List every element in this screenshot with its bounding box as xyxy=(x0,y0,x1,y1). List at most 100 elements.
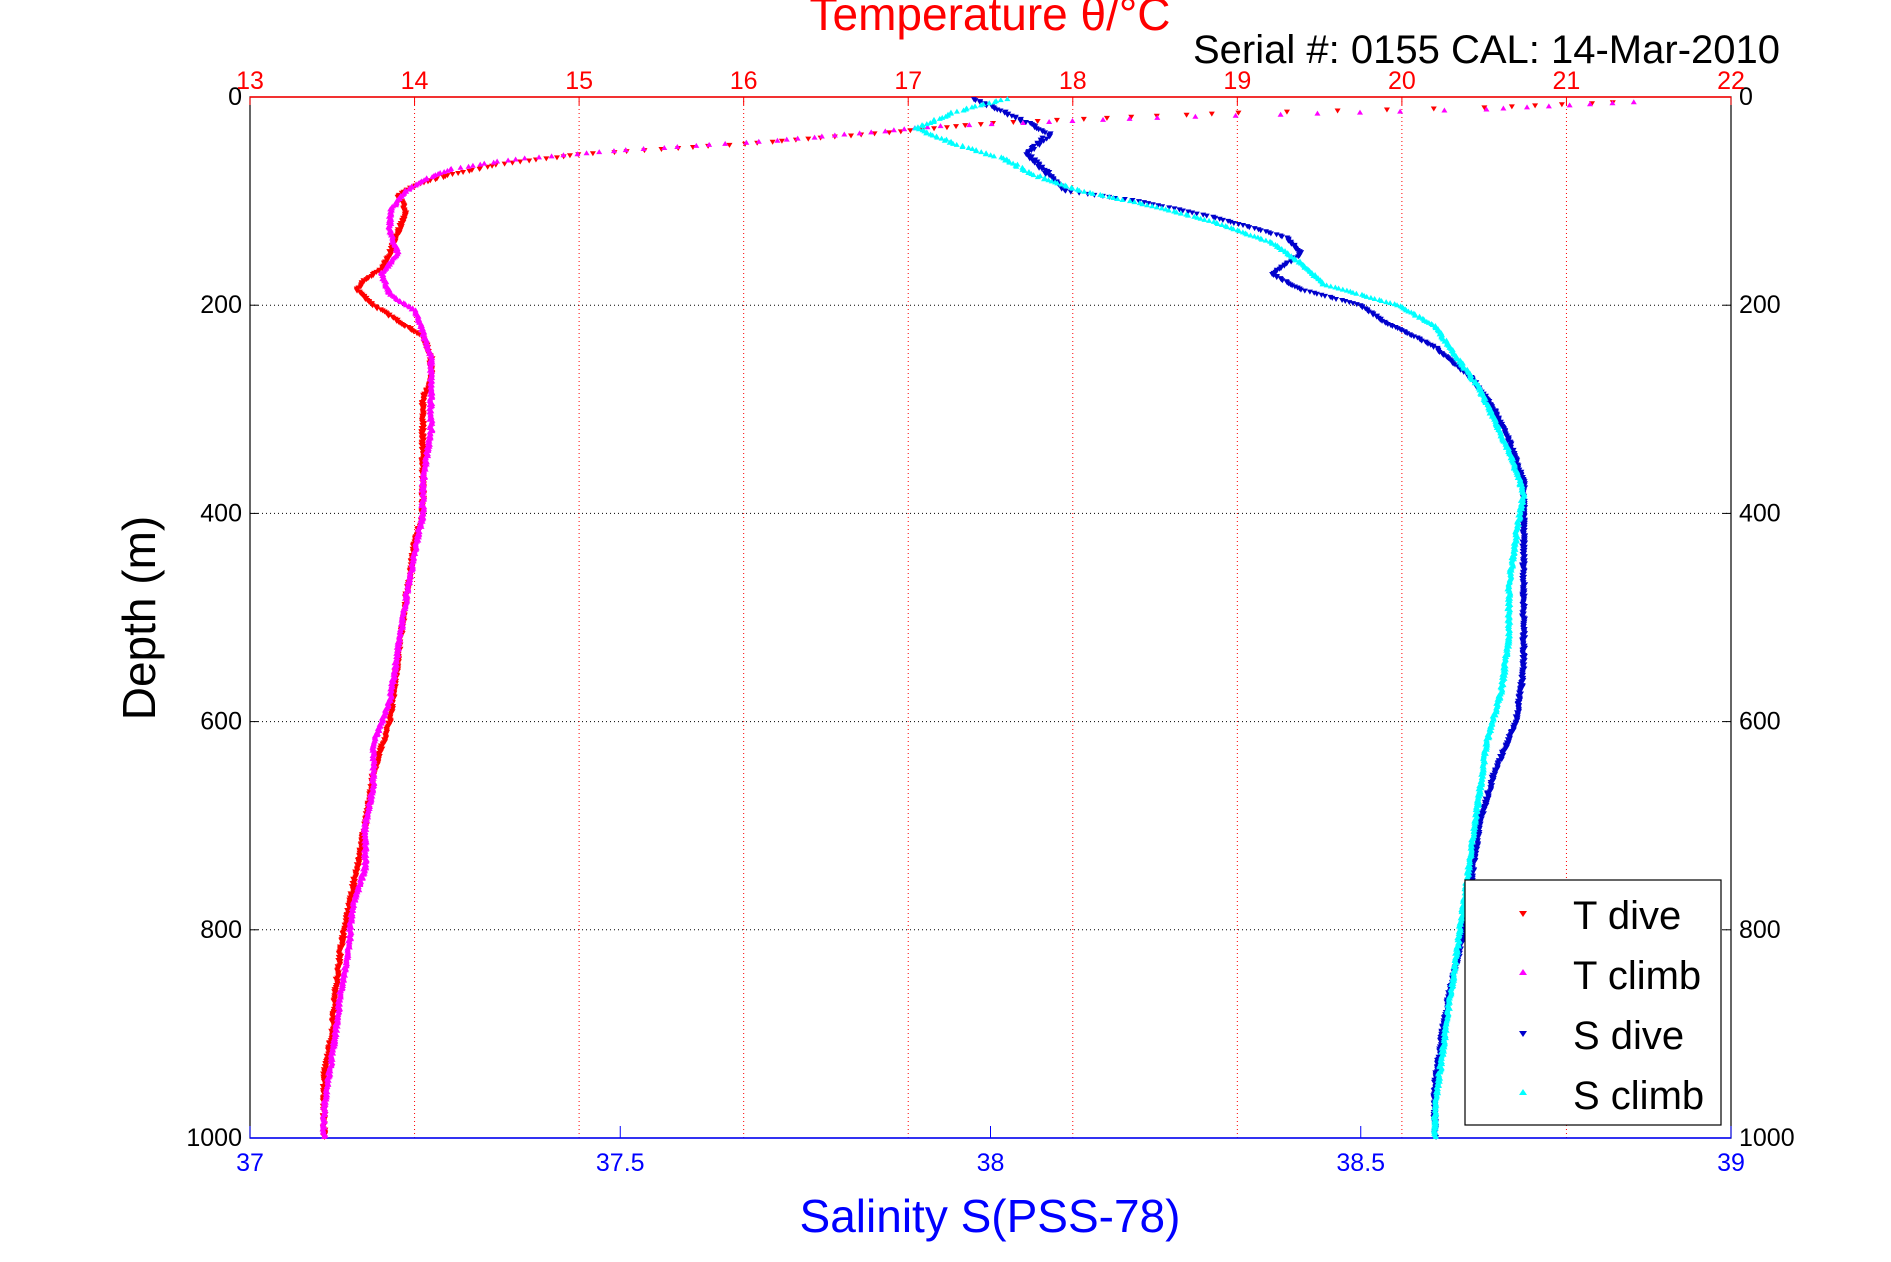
data-point xyxy=(1334,108,1341,114)
depth-tick-label-right: 800 xyxy=(1739,916,1781,944)
data-point xyxy=(1339,286,1346,292)
data-point xyxy=(610,148,617,154)
data-point xyxy=(1235,222,1242,228)
depth-tick-label-left: 400 xyxy=(200,499,242,527)
data-point xyxy=(778,138,785,144)
depth-tick-label-left: 800 xyxy=(200,916,242,944)
data-point xyxy=(942,113,949,119)
data-point xyxy=(536,154,543,160)
data-point xyxy=(1219,217,1226,223)
data-point xyxy=(441,168,448,174)
data-point xyxy=(882,128,889,134)
depth-tick-label-right: 200 xyxy=(1739,291,1781,319)
data-point xyxy=(484,164,491,170)
data-point xyxy=(457,164,464,170)
data-point xyxy=(1243,231,1250,237)
data-point xyxy=(1269,240,1276,246)
data-point xyxy=(1314,110,1321,116)
data-point xyxy=(548,153,555,159)
data-point xyxy=(907,128,914,134)
data-point xyxy=(783,136,790,142)
data-point xyxy=(1067,189,1074,195)
data-point xyxy=(1131,199,1138,205)
data-point xyxy=(1031,160,1038,166)
data-point xyxy=(1301,288,1308,294)
data-point xyxy=(1387,300,1394,306)
data-point xyxy=(408,306,415,312)
data-point xyxy=(490,159,497,165)
data-point xyxy=(1232,112,1239,118)
data-point xyxy=(936,115,943,121)
data-point xyxy=(901,126,908,132)
data-point xyxy=(1247,232,1254,238)
data-point xyxy=(476,166,483,172)
data-point xyxy=(469,162,476,168)
data-point xyxy=(1036,142,1043,148)
data-point xyxy=(1524,104,1531,110)
data-point xyxy=(968,104,975,110)
data-point xyxy=(1162,206,1169,212)
data-point xyxy=(1277,247,1284,253)
data-point xyxy=(1278,234,1285,240)
temperature-tick-label: 21 xyxy=(1553,67,1581,95)
legend-marker-s-climb xyxy=(1519,1089,1527,1095)
data-point xyxy=(465,163,472,169)
data-point xyxy=(923,130,930,136)
data-point xyxy=(1258,236,1265,242)
data-point xyxy=(769,139,776,145)
data-series xyxy=(319,96,1637,1140)
data-point xyxy=(1566,102,1573,108)
data-point xyxy=(973,148,980,154)
data-point xyxy=(1483,106,1490,112)
temperature-tick-label: 18 xyxy=(1059,67,1087,95)
data-point xyxy=(811,134,818,140)
data-point xyxy=(991,153,998,159)
data-point xyxy=(489,163,496,169)
data-point xyxy=(1277,111,1284,117)
data-point xyxy=(1185,212,1192,218)
data-point xyxy=(1144,202,1151,208)
data-point xyxy=(1129,198,1136,204)
data-point xyxy=(640,146,647,152)
data-point xyxy=(1069,185,1076,191)
data-point xyxy=(1004,112,1011,118)
data-point xyxy=(943,125,950,131)
legend-marker-s-dive xyxy=(1519,1031,1527,1037)
data-point xyxy=(1481,105,1488,111)
legend-label-t-dive: T dive xyxy=(1573,894,1681,938)
data-point xyxy=(455,170,462,176)
temperature-tick-label: 17 xyxy=(894,67,922,95)
data-point xyxy=(1128,114,1135,120)
data-point xyxy=(589,151,596,157)
data-point xyxy=(1110,194,1117,200)
data-point xyxy=(916,126,923,132)
data-point xyxy=(543,156,550,162)
data-point xyxy=(412,182,419,188)
data-point xyxy=(1099,192,1106,198)
legend: T dive T climb S dive S climb xyxy=(1464,879,1722,1126)
data-point xyxy=(553,155,560,161)
depth-tick-label-left: 200 xyxy=(200,291,242,319)
data-point xyxy=(1121,197,1128,203)
data-point xyxy=(1383,107,1390,113)
salinity-tick-label: 37.5 xyxy=(596,1149,645,1177)
data-point xyxy=(841,131,848,137)
data-point xyxy=(1194,214,1201,220)
data-point xyxy=(1177,210,1184,216)
data-point xyxy=(1201,216,1208,222)
data-point xyxy=(1230,220,1237,226)
data-point xyxy=(440,175,447,181)
data-point xyxy=(831,132,838,138)
series-s-climb xyxy=(912,96,1528,1139)
legend-label-t-climb: T climb xyxy=(1573,954,1701,998)
data-point xyxy=(941,137,948,143)
axis-ticks xyxy=(249,96,1732,1139)
data-point xyxy=(920,123,927,129)
temperature-tick-label: 19 xyxy=(1223,67,1251,95)
data-point xyxy=(890,127,897,133)
data-point xyxy=(1587,101,1594,107)
data-point xyxy=(1208,111,1215,117)
data-point xyxy=(1149,203,1156,209)
legend-label-s-climb: S climb xyxy=(1573,1074,1704,1118)
data-point xyxy=(868,129,875,135)
